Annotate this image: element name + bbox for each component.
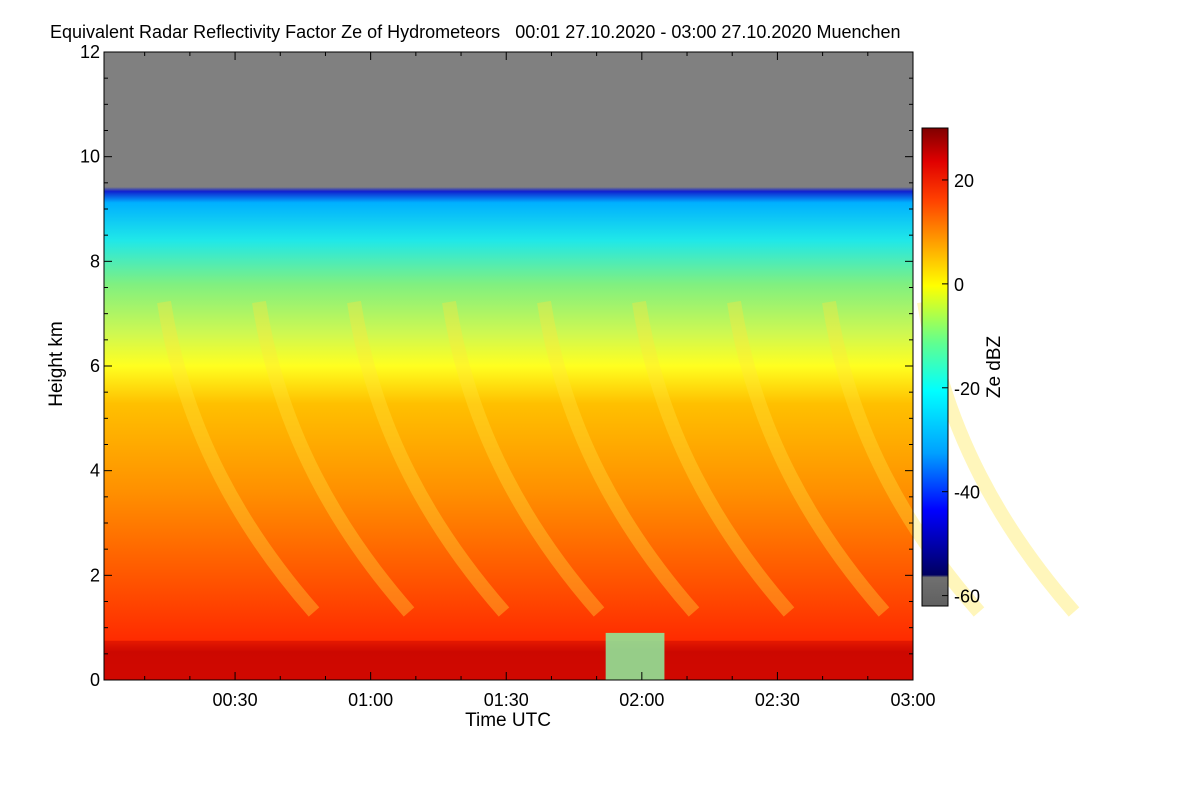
x-tick-label: 03:00	[890, 690, 935, 710]
fall-streak	[632, 300, 795, 617]
colorbar-tick-label: -20	[954, 379, 980, 399]
low-reflectivity-patch	[605, 632, 665, 680]
colorbar-label: Ze dBZ	[984, 335, 1005, 398]
fall-streak	[442, 300, 605, 617]
x-tick-label: 02:30	[755, 690, 800, 710]
chart-title-text: Equivalent Radar Reflectivity Factor Ze …	[50, 22, 501, 42]
y-tick-label: 12	[80, 42, 100, 62]
fall-streak	[347, 300, 510, 617]
reflectivity-bands	[104, 300, 1080, 680]
colorbar-tick-label: -40	[954, 483, 980, 503]
y-tick-label: 6	[90, 356, 100, 376]
chart-location: Muenchen	[816, 22, 901, 42]
y-tick-label: 0	[90, 670, 100, 690]
x-tick-label: 01:30	[484, 690, 529, 710]
chart-title: Equivalent Radar Reflectivity Factor Ze …	[50, 22, 901, 43]
x-tick-label: 02:00	[619, 690, 664, 710]
colorbar-tick-label: 0	[954, 275, 964, 295]
fall-streak	[537, 300, 700, 617]
fall-streak	[727, 300, 890, 617]
chart-time-range: 00:01 27.10.2020 - 03:00 27.10.2020	[515, 22, 812, 42]
colorbar-tick-label: -60	[954, 587, 980, 607]
reflectivity-field	[104, 52, 913, 680]
fall-streak	[157, 300, 320, 617]
plot-area: 00:30 01:00 01:30 02:00 02:30 03:00 0 2 4 6 8 10 12…	[46, 42, 1080, 731]
fall-streak	[822, 300, 985, 617]
colorbar-tick-label: 20	[954, 171, 974, 191]
x-axis: 00:30 01:00 01:30 02:00 02:30 03:00	[144, 52, 936, 710]
low-level-layer	[104, 640, 913, 680]
colorbar-ticks: 20 0 -20 -40 -60	[942, 171, 980, 607]
y-tick-label: 2	[90, 565, 100, 585]
x-tick-label: 01:00	[348, 690, 393, 710]
y-tick-label: 8	[90, 251, 100, 271]
colorbar: 20 0 -20 -40 -60 Ze dBZ	[921, 127, 1005, 607]
y-tick-label: 4	[90, 461, 100, 481]
y-tick-label: 10	[80, 147, 100, 167]
y-axis: 0 2 4 6 8 10 12	[80, 42, 913, 690]
x-axis-label: Time UTC	[465, 710, 551, 731]
colorbar-scale	[921, 127, 949, 607]
y-axis-label: Height km	[46, 321, 67, 407]
fall-streak	[252, 300, 415, 617]
x-tick-label: 00:30	[213, 690, 258, 710]
